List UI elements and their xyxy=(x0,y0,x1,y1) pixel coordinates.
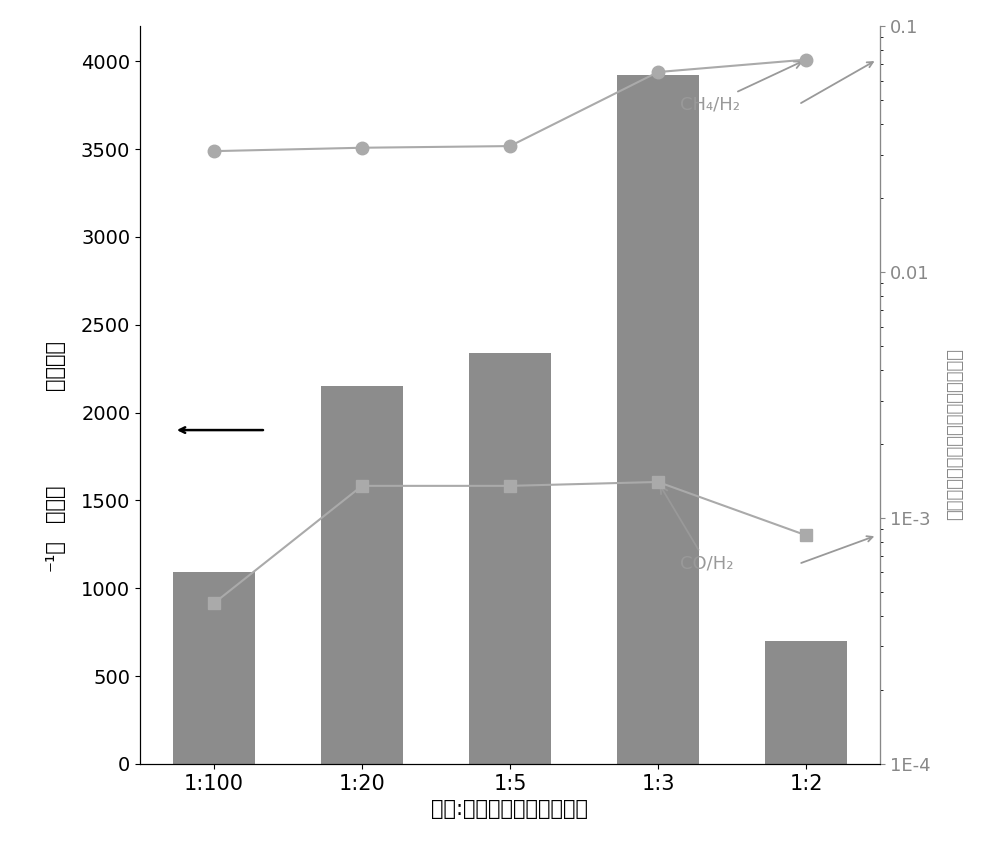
Text: CH₄/H₂: CH₄/H₂ xyxy=(680,62,802,114)
Bar xyxy=(321,386,403,764)
X-axis label: 甲醇:水物质的量之比的变化: 甲醇:水物质的量之比的变化 xyxy=(432,799,588,819)
Text: ⁻¹）: ⁻¹） xyxy=(45,540,65,571)
Text: CO/H₂: CO/H₂ xyxy=(660,486,734,573)
Text: 甲烷与一氧化碳相对于氢气的选择性: 甲烷与一氧化碳相对于氢气的选择性 xyxy=(946,348,964,520)
Bar xyxy=(765,641,847,764)
Text: 反应活性: 反应活性 xyxy=(45,339,65,390)
Bar xyxy=(173,572,255,764)
Text: （小时: （小时 xyxy=(45,484,65,523)
Bar xyxy=(469,352,551,764)
Bar xyxy=(617,76,699,764)
